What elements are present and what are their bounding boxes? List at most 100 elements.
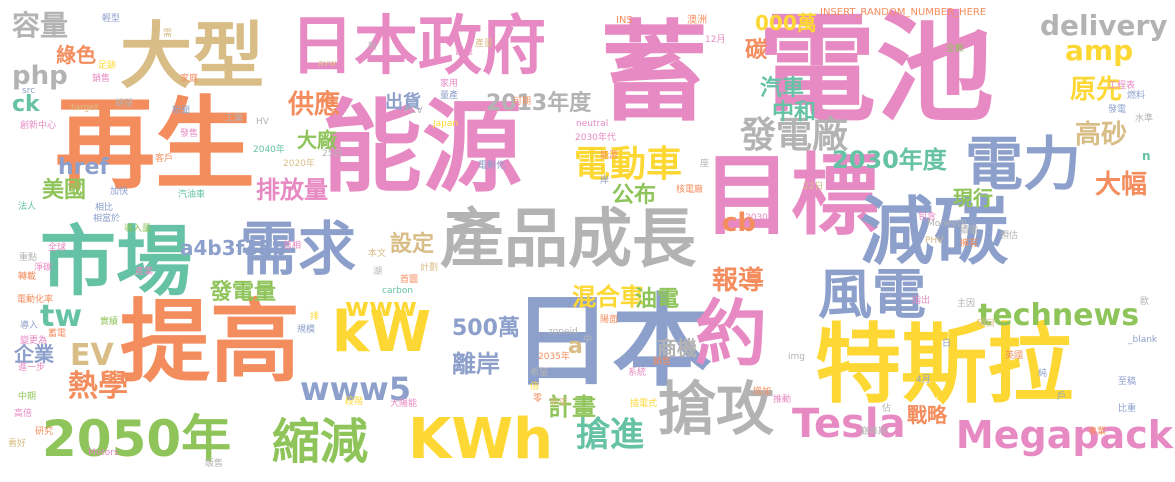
cloud-word: delivery	[1040, 9, 1168, 42]
cloud-word: 看好	[8, 439, 27, 449]
cloud-word: 發售	[180, 129, 199, 139]
cloud-word: 離岸	[452, 350, 500, 378]
cloud-word: 中期	[18, 392, 37, 402]
cloud-word: Megapack	[955, 413, 1173, 457]
cloud-word: 湖	[373, 267, 383, 277]
cloud-word: 供應	[288, 90, 341, 120]
cloud-word: 容量	[12, 9, 69, 42]
cloud-word: cb	[722, 208, 757, 238]
cloud-word: 戶	[1057, 392, 1067, 402]
cloud-word: 包含	[918, 212, 937, 222]
cloud-word: 2050年	[42, 410, 232, 468]
cloud-word: 中和	[772, 100, 817, 125]
cloud-word: www	[345, 293, 418, 323]
cloud-word: 規模	[297, 325, 316, 335]
cloud-word: 預估	[1000, 231, 1019, 241]
cloud-word: 新聞	[172, 106, 191, 116]
cloud-word: 插電式	[630, 399, 658, 409]
cloud-word: 蓄電	[48, 329, 67, 339]
cloud-word: 日	[942, 339, 952, 349]
cloud-word: 日本	[512, 283, 712, 400]
cloud-word: 搶攻	[658, 375, 775, 443]
cloud-word: 新	[368, 42, 378, 52]
cloud-word: EV	[70, 338, 114, 373]
cloud-word: 希望	[530, 368, 549, 378]
cloud-word: 2040年	[253, 145, 285, 155]
cloud-word: 產業	[135, 267, 154, 277]
cloud-word: php	[12, 61, 68, 91]
cloud-word: 佔	[882, 404, 892, 414]
cloud-word: 段階	[345, 397, 364, 407]
cloud-word: 系統	[628, 368, 647, 378]
cloud-word: 2030年	[745, 213, 777, 223]
cloud-word: 核電廠	[676, 185, 704, 195]
cloud-word: MoneyDJ	[927, 219, 967, 229]
cloud-word: 原先	[1070, 75, 1123, 105]
cloud-word: carbon	[382, 286, 414, 296]
cloud-word: 續電	[960, 226, 979, 236]
cloud-word: 增加	[753, 387, 772, 397]
cloud-word: 導入量	[124, 224, 152, 234]
cloud-word: 家庭	[180, 74, 199, 84]
cloud-word: 目標	[703, 144, 880, 247]
cloud-word: www5	[300, 370, 411, 408]
cloud-word: technews	[978, 298, 1140, 333]
cloud-word: 特斯拉	[815, 315, 1073, 415]
cloud-word: _blank	[1128, 335, 1158, 345]
cloud-word: 足跡	[98, 61, 117, 71]
cloud-word: 販售	[205, 459, 224, 469]
cloud-word: 純	[1038, 369, 1048, 379]
cloud-word: 再生	[55, 86, 255, 203]
cloud-word: 電動化	[478, 161, 506, 171]
cloud-word: 2020年	[283, 159, 315, 169]
cloud-word: 轉載	[18, 272, 37, 282]
cloud-word: 全球	[48, 243, 67, 253]
cloud-word: 12月	[705, 35, 726, 45]
cloud-word: 蓄	[600, 11, 709, 136]
cloud-word: 500萬	[452, 316, 520, 341]
cloud-word: 擁有	[960, 239, 979, 249]
cloud-word: 商機	[657, 336, 697, 360]
cloud-word: 重點	[19, 253, 38, 263]
cloud-word: src	[22, 86, 36, 96]
cloud-word: 工業	[225, 114, 244, 124]
cloud-word: 出貨	[385, 92, 421, 113]
cloud-word: 陽面	[600, 315, 619, 325]
cloud-word: 量產	[440, 91, 459, 101]
cloud-word: 電池車	[622, 67, 650, 77]
cloud-word: 銷售	[92, 74, 111, 84]
cloud-word: a4b3f35b	[180, 236, 287, 260]
cloud-word: 2030年代	[575, 133, 616, 143]
cloud-word: avw	[318, 59, 337, 69]
cloud-word: 2013年度	[486, 91, 592, 116]
cloud-word: 期望	[115, 99, 134, 109]
cloud-word: 推動	[773, 395, 792, 405]
cloud-word: 搶進	[576, 415, 644, 455]
cloud-word: 市場	[40, 217, 192, 306]
cloud-word: 全數	[946, 44, 965, 54]
cloud-word: 座	[700, 159, 710, 169]
cloud-word: HV	[256, 117, 269, 127]
cloud-word: FCV	[405, 106, 423, 116]
cloud-word: 碳	[745, 38, 768, 63]
cloud-word: 產品成長	[440, 203, 696, 277]
cloud-word: 汽油車	[178, 190, 206, 200]
cloud-word: 進一步	[18, 363, 46, 373]
cloud-word: 指出	[912, 296, 931, 306]
cloud-word: 家用	[440, 79, 459, 89]
cloud-word: 22日	[803, 182, 824, 192]
cloud-word: 水準	[1135, 114, 1154, 124]
cloud-word: 大廠	[297, 128, 337, 152]
cloud-word: 倍	[530, 382, 540, 392]
cloud-word: href	[58, 155, 110, 180]
cloud-word: 高倍	[14, 409, 33, 419]
cloud-word: 研究	[35, 427, 54, 437]
cloud-word: 零	[533, 394, 543, 404]
cloud-word: 英國	[1005, 351, 1024, 361]
cloud-word: 相當於	[93, 214, 121, 224]
cloud-word: 事業	[1088, 427, 1107, 437]
cloud-word: 相比	[95, 203, 114, 213]
cloud-word: 大幅	[1095, 170, 1148, 200]
cloud-word: 計劃	[420, 263, 439, 273]
